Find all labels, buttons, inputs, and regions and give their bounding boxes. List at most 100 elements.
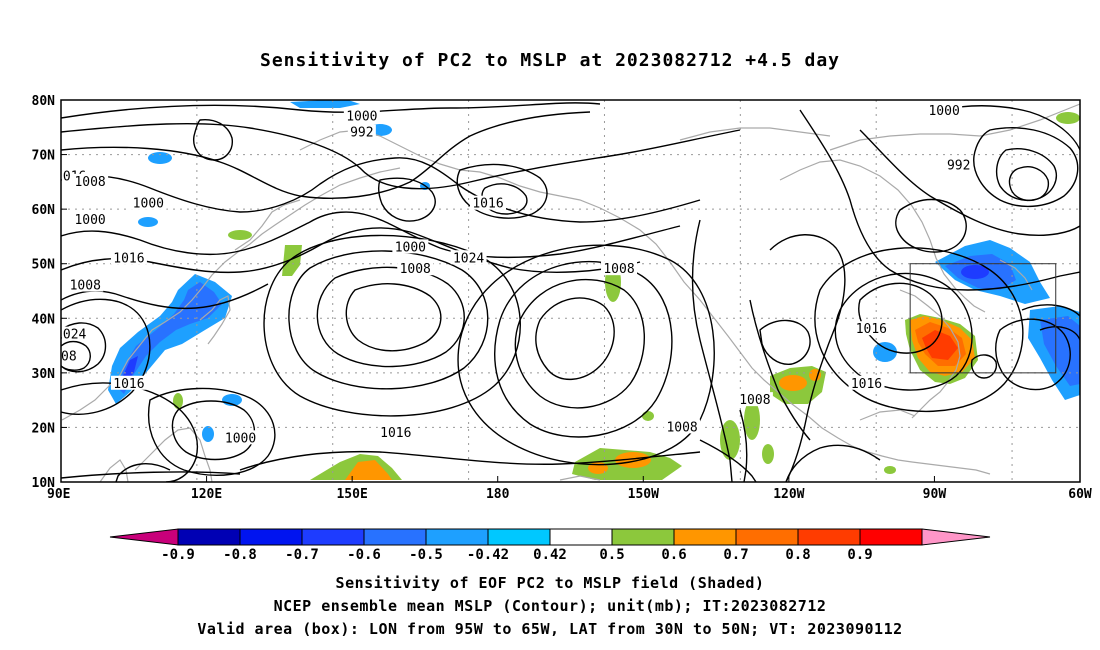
- map-panel: 1000 992 1016 1008 1000 1000 1008 1016 1000 1008 1…: [55, 99, 1081, 483]
- contour-label: 1016: [113, 251, 144, 266]
- contour-label-background: [67, 277, 104, 292]
- caption-valid-area: Valid area (box): LON from 95W to 65W, L…: [197, 620, 903, 638]
- contour-label-background: [61, 348, 79, 363]
- colorbar-tick-label: -0.7: [285, 547, 319, 563]
- contour-label: 1000: [928, 104, 959, 119]
- contour-label-background: [72, 212, 109, 227]
- lon-tick-label: 60W: [1068, 487, 1092, 502]
- contour-label: 1008: [400, 262, 431, 277]
- lat-tick-label: 70N: [32, 149, 56, 164]
- lon-tick-label: 90W: [923, 487, 947, 502]
- contour-label-background: [130, 195, 167, 210]
- contour-label: 1008: [739, 393, 770, 408]
- map-frame: [60, 99, 1081, 483]
- colorbar-left-extension: [109, 528, 179, 546]
- colorbar-tick-label: -0.9: [161, 547, 195, 563]
- contour-label: 1016: [113, 377, 144, 392]
- caption-shading-description: Sensitivity of EOF PC2 to MSLP field (Sh…: [335, 574, 765, 592]
- colorbar-segment: [301, 528, 365, 546]
- valid-area-box: [909, 263, 1057, 374]
- colorbar-right-extension: [921, 528, 991, 546]
- colorbar-tick-label: 0.6: [661, 547, 686, 563]
- contour-label: 1000: [346, 109, 377, 124]
- colorbar-tick-label: -0.6: [347, 547, 381, 563]
- colorbar-tick-label: 0.9: [847, 547, 872, 563]
- lat-tick-label: 10N: [32, 476, 56, 491]
- colorbar-tick-label: 0.8: [785, 547, 810, 563]
- contour-label-background: [664, 419, 701, 434]
- contour-label: 992: [947, 158, 970, 173]
- contour-label: 1024: [55, 328, 86, 343]
- caption-contour-description: NCEP ensemble mean MSLP (Contour); unit(…: [273, 597, 827, 615]
- contour-label: 1000: [225, 431, 256, 446]
- contour-label-background: [848, 375, 885, 390]
- colorbar-tick-label: -0.42: [467, 547, 509, 563]
- contour-label-background: [601, 261, 638, 276]
- contour-label-background: [392, 239, 429, 254]
- lon-tick-label: 180: [486, 487, 510, 502]
- lon-tick-label: 120W: [773, 487, 804, 502]
- lat-tick-label: 20N: [32, 421, 56, 436]
- colorbar-segment: [487, 528, 551, 546]
- colorbar-segment: [673, 528, 737, 546]
- coastline-layer: [61, 103, 1080, 482]
- contour-label: 1000: [395, 240, 426, 255]
- contour-label-background: [72, 173, 109, 188]
- contour-label: 1016: [856, 322, 887, 337]
- contour-label-background: [110, 250, 147, 265]
- lat-tick-label: 50N: [32, 258, 56, 273]
- colorbar-segment: [177, 528, 241, 546]
- contour-label: 1008: [603, 262, 634, 277]
- colorbar-segment: [425, 528, 489, 546]
- lon-tick-label: 150W: [628, 487, 659, 502]
- latitude-axis: 80N 70N 60N 50N 40N 30N 20N 10N: [32, 94, 67, 491]
- contour-label: 1008: [74, 175, 105, 190]
- contour-label: 1008: [70, 279, 101, 294]
- chart-title: Sensitivity of PC2 to MSLP at 2023082712…: [259, 50, 840, 71]
- colorbar-tick-label: 0.42: [533, 547, 567, 563]
- contour-label-background: [343, 108, 380, 123]
- contour-label-background: [450, 250, 487, 265]
- contour-label-background: [470, 195, 507, 210]
- sensitivity-shading-layer: [108, 100, 1080, 480]
- contour-label: 1000: [133, 197, 164, 212]
- lon-tick-label: 120E: [191, 487, 222, 502]
- contour-label-layer: 1000 992 1016 1008 1000 1000 1008 1016 1000 1008 1…: [55, 102, 973, 446]
- contour-label: 992: [350, 126, 373, 141]
- colorbar-tick-label: -0.8: [223, 547, 257, 563]
- contour-label-background: [853, 321, 890, 336]
- contour-label-background: [736, 392, 773, 407]
- colorbar-segment: [363, 528, 427, 546]
- contour-label: 1016: [472, 197, 503, 212]
- contour-label-background: [347, 124, 376, 139]
- colorbar-tick-labels: -0.9 -0.8 -0.7 -0.6 -0.5 -0.42 0.42 0.5 0.6 0.7 0.…: [161, 547, 873, 563]
- colorbar-segment: [859, 528, 923, 546]
- longitude-axis: 90E 120E 150E 180 150W 120W 90W 60W: [47, 476, 1092, 502]
- contour-label-background: [926, 102, 963, 117]
- lon-tick-label: 90E: [47, 487, 70, 502]
- contour-label: 1000: [74, 213, 105, 228]
- contour-label: 1024: [453, 251, 484, 266]
- contour-label: 1008: [666, 420, 697, 435]
- lat-tick-label: 60N: [32, 203, 56, 218]
- lat-tick-label: 30N: [32, 367, 56, 382]
- colorbar-segment: [549, 528, 613, 546]
- colorbar: [109, 528, 991, 546]
- contour-label: 1016: [851, 377, 882, 392]
- contour-label-background: [944, 157, 973, 172]
- contour-label-background: [61, 326, 89, 341]
- colorbar-segment: [239, 528, 303, 546]
- contour-label-background: [222, 430, 259, 445]
- contour-label-background: [377, 424, 414, 439]
- colorbar-segment: [797, 528, 861, 546]
- lat-tick-label: 40N: [32, 312, 56, 327]
- lat-tick-label: 80N: [32, 94, 56, 109]
- contour-label-background: [110, 375, 147, 390]
- colorbar-segment: [735, 528, 799, 546]
- colorbar-segment: [611, 528, 675, 546]
- colorbar-tick-label: 0.5: [599, 547, 624, 563]
- colorbar-tick-label: -0.5: [409, 547, 443, 563]
- contour-label-background: [397, 261, 434, 276]
- contour-label: 1016: [380, 426, 411, 441]
